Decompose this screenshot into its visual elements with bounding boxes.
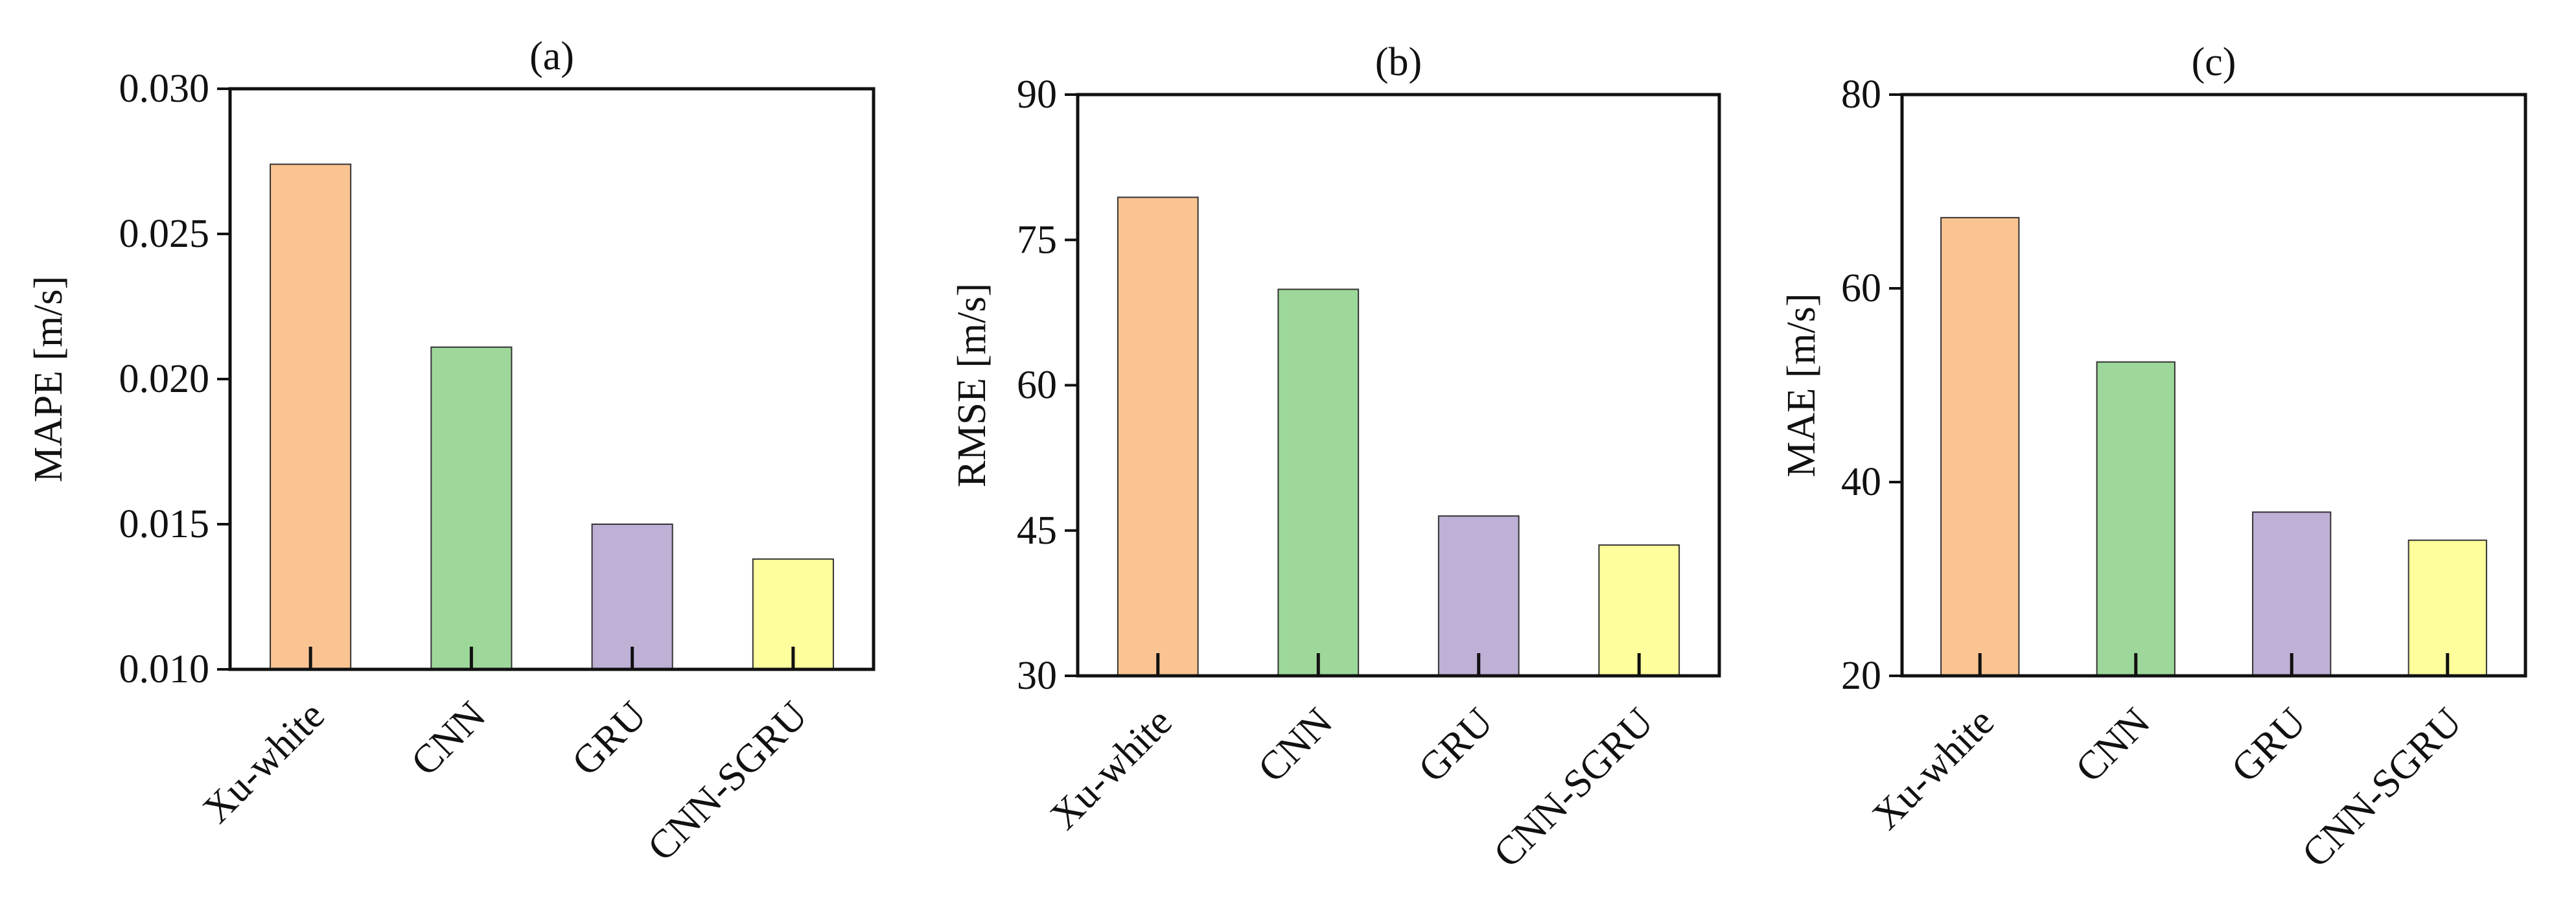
bar-gru: [2252, 511, 2332, 676]
y-tick-label: 90: [1017, 73, 1057, 117]
bar-gru: [1437, 515, 1520, 677]
y-tick-label: 40: [1841, 460, 1881, 504]
bar-xu-white: [1117, 196, 1199, 677]
y-axis-label: RMSE [m/s]: [950, 283, 994, 487]
x-tick-label: GRU: [2223, 700, 2315, 791]
y-tick-label: 0.020: [119, 357, 210, 401]
x-tick-label: CNN-SGRU: [2293, 700, 2470, 876]
bar-cnn: [1277, 288, 1360, 676]
bar-xu-white: [1940, 216, 2020, 676]
bar-xu-white: [270, 163, 352, 671]
panel-title: (b): [1375, 40, 1422, 84]
axes-frame: [1900, 93, 2527, 678]
bar-cnn: [430, 346, 513, 670]
y-tick-label: 0.025: [119, 212, 210, 256]
axes-frame: [1076, 93, 1721, 678]
y-axis-label: MAPE [m/s]: [27, 276, 71, 483]
bar-cnn: [2096, 361, 2176, 676]
x-tick-label: CNN: [403, 693, 494, 785]
panel-title: (a): [529, 34, 574, 78]
y-tick-label: 30: [1017, 654, 1057, 698]
x-tick-label: CNN-SGRU: [640, 693, 816, 870]
y-tick-label: 45: [1017, 509, 1057, 553]
y-tick-label: 0.010: [119, 647, 210, 691]
y-tick-label: 0.015: [119, 502, 210, 546]
x-tick-label: Xu-white: [194, 693, 333, 832]
panel-title: (c): [2192, 40, 2236, 84]
y-axis-label: MAE [m/s]: [1780, 293, 1824, 477]
bar-gru: [591, 524, 673, 670]
x-tick-label: CNN: [1250, 700, 1341, 791]
y-tick-label: 60: [1841, 266, 1881, 310]
y-tick-label: 0.030: [119, 67, 210, 111]
y-tick-label: 60: [1017, 364, 1057, 408]
x-tick-label: GRU: [1410, 700, 1502, 791]
y-tick-label: 75: [1017, 218, 1057, 262]
x-tick-label: Xu-white: [1864, 700, 2002, 838]
x-tick-label: CNN-SGRU: [1485, 700, 1662, 876]
x-tick-label: GRU: [564, 693, 655, 785]
axes-frame: [228, 87, 876, 671]
y-tick-label: 80: [1841, 73, 1881, 117]
x-tick-label: CNN: [2067, 700, 2159, 791]
x-tick-label: Xu-white: [1042, 700, 1181, 838]
y-tick-label: 20: [1841, 654, 1881, 698]
